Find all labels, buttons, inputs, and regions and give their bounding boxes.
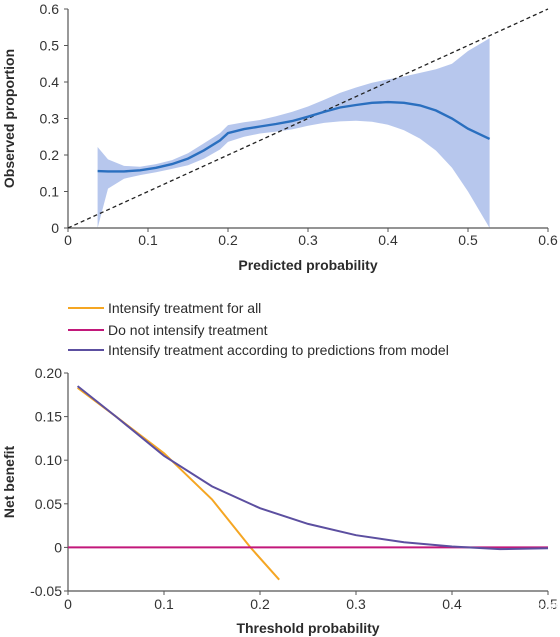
legend-label: Intensify treatment according to predict… bbox=[108, 342, 449, 358]
y-axis-title: Net benefit bbox=[1, 445, 17, 518]
model-line bbox=[76, 385, 549, 551]
y-tick-label: 0.6 bbox=[40, 1, 60, 17]
calibration-curve bbox=[97, 100, 491, 173]
x-axis-title: Predicted probability bbox=[238, 257, 377, 273]
y-tick-label: 0 bbox=[51, 220, 59, 236]
x-tick-label: 0.2 bbox=[250, 596, 270, 612]
x-tick-label: 0.1 bbox=[138, 232, 158, 248]
legend-label: Intensify treatment for all bbox=[108, 300, 261, 316]
watermark: 知乎 @文星 bbox=[485, 601, 559, 618]
x-tick-label: 0.3 bbox=[346, 596, 366, 612]
y-tick-label: 0.15 bbox=[35, 409, 62, 425]
y-tick-label: 0.3 bbox=[40, 111, 60, 127]
y-tick-label: -0.05 bbox=[30, 583, 62, 599]
treat-all-line bbox=[77, 387, 280, 581]
x-tick-label: 0 bbox=[64, 232, 72, 248]
confidence-band bbox=[97, 38, 490, 229]
y-axis-title: Observed proportion bbox=[1, 49, 17, 188]
x-tick-label: 0.6 bbox=[538, 232, 558, 248]
x-axis-title: Threshold probability bbox=[236, 620, 379, 636]
y-tick-label: 0.4 bbox=[40, 74, 60, 90]
decision-curve-plot: Intensify treatment for all Do not intens… bbox=[1, 300, 558, 636]
x-tick-label: 0.5 bbox=[458, 232, 478, 248]
legend-label: Do not intensify treatment bbox=[108, 322, 268, 338]
y-tick-label: 0.05 bbox=[35, 496, 62, 512]
x-tick-label: 0.2 bbox=[218, 232, 238, 248]
x-tick-label: 0.4 bbox=[378, 232, 398, 248]
y-tick-label: 0.10 bbox=[35, 452, 62, 468]
reference-diagonal-line bbox=[67, 8, 549, 229]
x-tick-label: 0 bbox=[64, 596, 72, 612]
y-tick-label: 0 bbox=[54, 539, 62, 555]
y-tick-label: 0.20 bbox=[35, 365, 62, 381]
y-tick-label: 0.1 bbox=[40, 184, 60, 200]
calibration-plot: 0 0.1 0.2 0.3 0.4 0.5 0.6 0 0.1 0.2 0.3 0.4 0.5 0.6 Pr… bbox=[1, 1, 558, 273]
x-tick-label: 0.4 bbox=[442, 596, 462, 612]
y-tick-label: 0.5 bbox=[40, 38, 60, 54]
x-tick-label: 0.1 bbox=[154, 596, 174, 612]
x-tick-label: 0.5 bbox=[538, 596, 558, 612]
x-tick-label: 0.3 bbox=[298, 232, 318, 248]
y-tick-label: 0.2 bbox=[40, 147, 60, 163]
